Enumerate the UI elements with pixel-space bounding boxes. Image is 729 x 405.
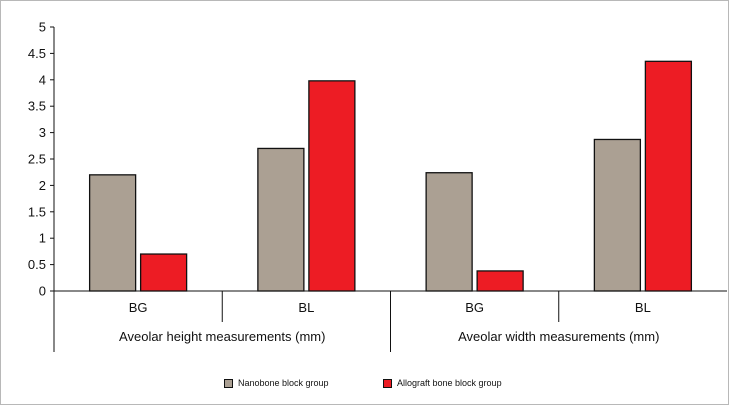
legend-label-nanobone: Nanobone block group bbox=[238, 378, 329, 388]
y-tick-label: 4.5 bbox=[28, 46, 46, 61]
bar-allograft bbox=[139, 253, 188, 292]
group-label: Aveolar height measurements (mm) bbox=[119, 329, 325, 344]
legend-item-allograft: Allograft bone block group bbox=[383, 378, 502, 388]
legend-swatch-nanobone bbox=[224, 378, 233, 388]
group-label: Aveolar width measurements (mm) bbox=[458, 329, 659, 344]
legend-swatch-allograft bbox=[383, 378, 392, 388]
bar-nanobone bbox=[593, 138, 642, 292]
y-tick-label: 2.5 bbox=[28, 152, 46, 167]
y-axis: 0 0.5 1 1.5 2 2.5 3 3.5 4 4.5 5 bbox=[28, 20, 55, 299]
category-label: BL bbox=[298, 300, 314, 315]
legend-item-nanobone: Nanobone block group bbox=[224, 378, 329, 388]
y-tick-label: 1 bbox=[39, 231, 46, 246]
y-tick-label: 0.5 bbox=[28, 257, 46, 272]
category-label: BG bbox=[129, 300, 148, 315]
y-tick-label: 4 bbox=[39, 72, 46, 87]
bar-nanobone bbox=[257, 147, 305, 292]
y-tick-label: 5 bbox=[39, 20, 46, 35]
y-tick-label: 2 bbox=[39, 178, 46, 193]
y-tick-label: 3 bbox=[39, 125, 46, 140]
x-axis: BG BL BG BL Aveolar height measurements (mm)… bbox=[53, 290, 727, 352]
y-tick-label: 3.5 bbox=[28, 99, 46, 114]
bar-nanobone bbox=[88, 174, 137, 292]
category-label: BL bbox=[635, 300, 651, 315]
bar-allograft bbox=[308, 80, 356, 292]
bars bbox=[88, 60, 693, 292]
bar-allograft bbox=[476, 270, 524, 292]
y-tick-label: 0 bbox=[39, 284, 46, 299]
category-label: BG bbox=[465, 300, 484, 315]
bar-allograft bbox=[644, 60, 693, 292]
bar-nanobone bbox=[425, 172, 473, 292]
legend-label-allograft: Allograft bone block group bbox=[397, 378, 502, 388]
y-tick-label: 1.5 bbox=[28, 204, 46, 219]
